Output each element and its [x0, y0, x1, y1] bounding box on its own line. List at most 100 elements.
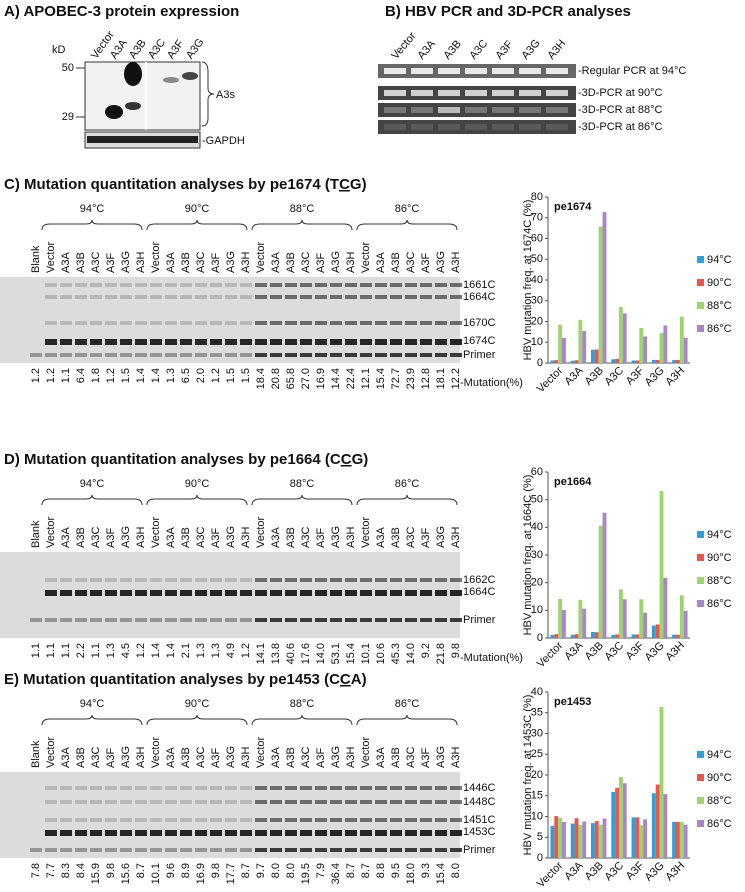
mutation-value: 40.6: [285, 643, 297, 664]
gel-band: [180, 590, 192, 596]
gel-band: [315, 578, 327, 582]
gel-band: [210, 786, 222, 790]
mutation-value: 18.4: [255, 368, 267, 389]
mutation-value: 13.8: [270, 643, 282, 664]
gel-band: [240, 830, 252, 836]
temperature-label: 90°C: [185, 698, 210, 710]
temperature-label: 94°C: [80, 203, 105, 215]
gel-band: [405, 295, 417, 299]
gel-band: [330, 848, 342, 852]
lane-label: A3B: [180, 747, 192, 768]
legend-label: 90°C: [707, 772, 732, 784]
bar: [611, 634, 616, 638]
gel-band: [345, 321, 357, 325]
gel-band: [285, 800, 297, 804]
lane-label: A3H: [345, 747, 357, 768]
bar: [602, 818, 607, 858]
band-label: 1453C: [463, 826, 495, 838]
x-tick-label: Vector: [535, 859, 566, 890]
gel-band: [546, 90, 568, 96]
x-tick-label: A3C: [603, 640, 627, 664]
gel-band: [300, 818, 312, 822]
mutation-value: 1.2: [240, 643, 252, 658]
gel-band: [270, 786, 282, 790]
lane-label: A3F: [105, 528, 117, 548]
gel-band: [390, 321, 402, 325]
gel-band: [300, 353, 312, 357]
mutation-value: 8.7: [240, 863, 252, 878]
mutation-value: 10.1: [360, 643, 372, 664]
lane-label: Vector: [360, 241, 372, 273]
x-tick-label: A3G: [643, 640, 667, 664]
gel-band: [240, 818, 252, 822]
bar: [663, 577, 668, 638]
gel-band: [450, 283, 462, 287]
gel-band: [135, 830, 147, 836]
mutation-value: 12.8: [420, 368, 432, 389]
gel-band: [45, 818, 57, 822]
lane-label: A3C: [195, 747, 207, 768]
mutation-value: 6.5: [180, 368, 192, 383]
gel-band: [225, 321, 237, 325]
bar: [631, 634, 636, 638]
bar: [622, 783, 627, 858]
mutation-value: 18.0: [405, 863, 417, 884]
gel-band: [120, 818, 132, 822]
bar: [570, 823, 575, 858]
gel-band: [285, 578, 297, 582]
lane-label: A3H: [240, 747, 252, 768]
lane-label: A3F: [493, 38, 515, 61]
gel-band: [255, 339, 267, 345]
lane-label: Vector: [150, 516, 162, 548]
gel-band: [240, 618, 252, 622]
lane-label: A3H: [135, 747, 147, 768]
gel-band: [75, 618, 87, 622]
legend-swatch: [697, 797, 704, 804]
brace: [146, 714, 248, 726]
gel-band: [360, 578, 372, 582]
y-tick-label: 30: [531, 295, 543, 307]
mutation-value: 8.0: [285, 863, 297, 878]
gel-band: [180, 321, 192, 325]
gel-band: [180, 830, 192, 836]
gel-band: [210, 353, 222, 357]
y-tick-label: 80: [531, 191, 543, 203]
y-tick-label: 25: [531, 748, 543, 760]
gel-band: [438, 124, 460, 130]
title-part: G): [350, 176, 367, 193]
brace: [146, 219, 248, 231]
gel-band: [405, 353, 417, 357]
legend-swatch: [697, 302, 704, 309]
x-tick-label: A3A: [562, 859, 586, 883]
lane-label: A3B: [441, 38, 464, 62]
gel-band: [330, 618, 342, 622]
gel-band: [450, 618, 462, 622]
lane-label: A3B: [285, 747, 297, 768]
mutation-value: 9.8: [450, 643, 462, 658]
gel-band: [315, 321, 327, 325]
mutation-label: -Mutation(%): [460, 377, 523, 389]
gel-band: [405, 618, 417, 622]
gel-band: [360, 818, 372, 822]
gel-band: [420, 578, 432, 582]
mutation-value: 8.3: [60, 863, 72, 878]
gel-band: [450, 578, 462, 582]
mutation-value: 1.4: [150, 368, 162, 383]
x-tick-label: A3F: [624, 640, 647, 663]
gel-band: [390, 786, 402, 790]
legend-swatch: [697, 279, 704, 286]
gel-band: [45, 283, 57, 287]
gel-band: [390, 590, 402, 596]
mutation-value: 4.9: [225, 643, 237, 658]
gel-band: [180, 578, 192, 582]
gel-band: [225, 786, 237, 790]
gel-band: [135, 590, 147, 596]
lane-label: A3A: [60, 527, 72, 548]
gel-band: [195, 618, 207, 622]
gel-band: [360, 283, 372, 287]
brace: [356, 219, 458, 231]
bar: [594, 821, 599, 858]
gel-band: [225, 295, 237, 299]
lane-label: A3A: [60, 747, 72, 768]
lane-label: A3H: [450, 252, 462, 273]
